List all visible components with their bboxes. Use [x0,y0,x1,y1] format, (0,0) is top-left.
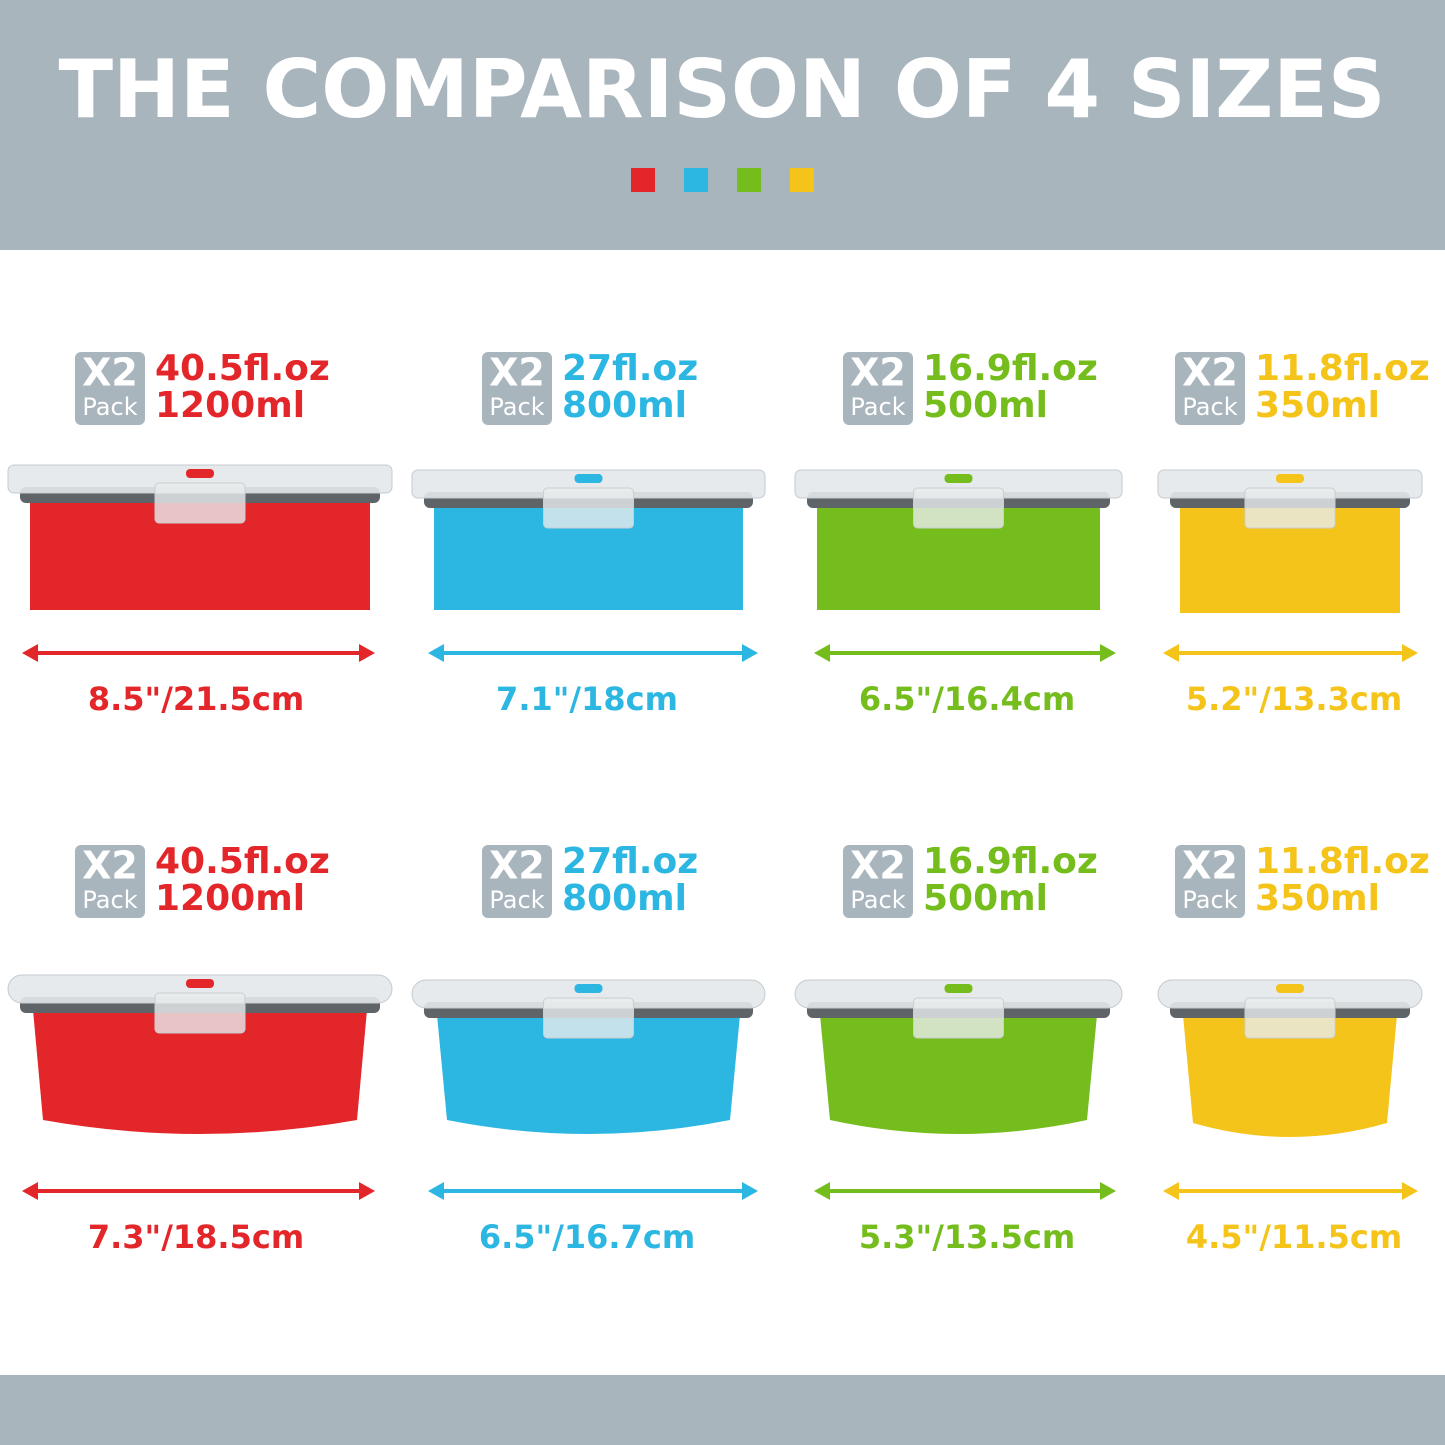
badge-pack: Pack [82,886,137,914]
arrow-head [1402,644,1418,662]
capacity-ml: 500ml [923,878,1048,919]
capacity-oz: 40.5fl.oz [155,348,330,389]
badge-count: X2 [1182,351,1238,395]
lid-clip [913,487,1004,529]
capacity-oz: 11.8fl.oz [1255,841,1430,882]
lid-vent [1276,984,1304,993]
dimension-label: 4.5"/11.5cm [1186,1218,1402,1256]
arrow-head [1163,644,1179,662]
badge [75,352,145,425]
color-swatch [737,168,761,192]
arrow-head [22,644,38,662]
lid-clip [1244,997,1336,1039]
badge [843,845,913,918]
color-swatch [631,168,655,192]
arrow-head [742,1182,758,1200]
title: THE COMPARISON OF 4 SIZES [58,43,1385,136]
capacity-oz: 27fl.oz [562,841,698,882]
badge [482,352,552,425]
arrow-head [1100,1182,1116,1200]
capacity-ml: 800ml [562,878,687,919]
arrow-head [22,1182,38,1200]
badge-pack: Pack [1182,886,1237,914]
badge-count: X2 [82,351,138,395]
badge-pack: Pack [489,393,544,421]
arrow-head [428,644,444,662]
arrow-head [359,1182,375,1200]
container-body [33,1010,367,1134]
arrow-head [814,1182,830,1200]
color-swatch [790,168,814,192]
lid-clip [154,482,246,524]
badge [482,845,552,918]
badge-count: X2 [489,351,545,395]
arrow-head [1163,1182,1179,1200]
color-swatch [684,168,708,192]
badge-pack: Pack [850,393,905,421]
badge-count: X2 [1182,844,1238,888]
badge [75,845,145,918]
footer-band [0,1375,1445,1445]
arrow-head [359,644,375,662]
dimension-label: 5.3"/13.5cm [859,1218,1075,1256]
arrow-head [742,644,758,662]
lid-clip [154,992,246,1034]
badge-pack: Pack [489,886,544,914]
lid-vent [944,984,973,993]
badge-pack: Pack [82,393,137,421]
container-body [820,1015,1097,1134]
dimension-label: 6.5"/16.7cm [479,1218,695,1256]
arrow-head [1100,644,1116,662]
capacity-oz: 16.9fl.oz [923,841,1098,882]
badge-count: X2 [850,844,906,888]
lid-clip [543,997,634,1039]
capacity-ml: 800ml [562,385,687,426]
badge [1175,845,1245,918]
header-band [0,0,1445,250]
capacity-ml: 350ml [1255,385,1380,426]
arrow-head [814,644,830,662]
arrow-head [428,1182,444,1200]
capacity-oz: 27fl.oz [562,348,698,389]
dimension-label: 6.5"/16.4cm [859,680,1075,718]
dimension-label: 8.5"/21.5cm [88,680,304,718]
badge-pack: Pack [1182,393,1237,421]
capacity-oz: 16.9fl.oz [923,348,1098,389]
badge [843,352,913,425]
lid-clip [1244,487,1336,529]
lid-vent [186,979,214,988]
badge-count: X2 [489,844,545,888]
dimension-label: 7.3"/18.5cm [88,1218,304,1256]
badge-pack: Pack [850,886,905,914]
capacity-oz: 40.5fl.oz [155,841,330,882]
dimension-label: 5.2"/13.3cm [1186,680,1402,718]
lid-vent [944,474,973,483]
lid-vent [1276,474,1304,483]
badge [1175,352,1245,425]
badge-count: X2 [850,351,906,395]
lid-vent [186,469,214,478]
badge-count: X2 [82,844,138,888]
container-body [1183,1015,1397,1137]
lid-vent [574,984,603,993]
dimension-label: 7.1"/18cm [496,680,678,718]
lid-clip [913,997,1004,1039]
capacity-ml: 1200ml [155,878,305,919]
lid-clip [543,487,634,529]
container-body [437,1015,740,1134]
capacity-ml: 500ml [923,385,1048,426]
arrow-head [1402,1182,1418,1200]
capacity-oz: 11.8fl.oz [1255,348,1430,389]
capacity-ml: 1200ml [155,385,305,426]
lid-vent [574,474,603,483]
capacity-ml: 350ml [1255,878,1380,919]
